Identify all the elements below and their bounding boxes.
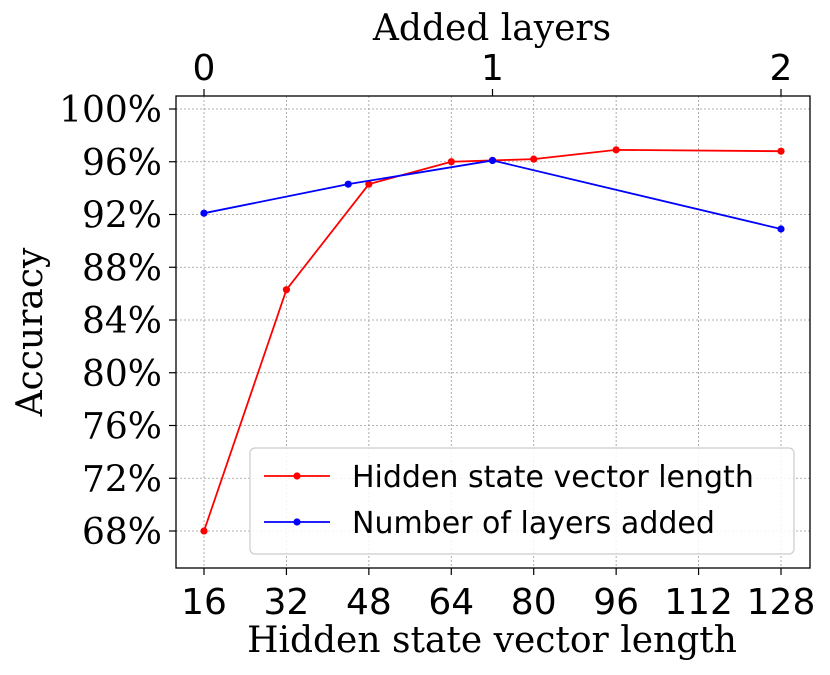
series-2-point [488,156,497,165]
series-1-point [612,146,620,154]
series-2-point [777,225,785,233]
top-x-tick-label: 0 [193,48,216,89]
legend-label: Hidden state vector length [352,460,754,495]
top-axis-label: Added layers [372,8,611,49]
series-2-point [344,180,352,188]
y-tick-label: 92% [82,196,162,237]
y-tick-label: 88% [82,248,162,289]
x-tick-label: 80 [511,582,557,623]
x-tick-label: 16 [181,582,227,623]
y-tick-label: 80% [82,354,162,395]
legend-box [249,447,795,555]
top-x-tick-label: 2 [770,48,793,89]
x-axis-label: Hidden state vector length [247,620,737,661]
series-line-1 [203,148,782,532]
y-tick-label: 72% [82,459,162,500]
y-axis-label: Accuracy [10,247,51,417]
x-tick-label: 64 [428,582,474,623]
y-tick-label: 100% [59,90,162,131]
series-1-point [777,147,785,155]
x-tick-label: 32 [264,582,310,623]
x-tick-label: 96 [593,582,639,623]
top-x-tick-label: 1 [481,48,504,89]
series-1-point [282,286,291,294]
legend-label: Number of layers added [352,506,715,541]
series-1-point [200,527,208,535]
series-layer [200,146,785,535]
legend-swatch-marker [293,518,301,526]
x-tick-label: 128 [747,582,816,623]
series-1-point [530,155,538,163]
y-tick-label: 96% [82,143,162,184]
legend-swatch-marker [293,472,301,480]
series-2-point [200,209,208,217]
y-tick-label: 84% [82,301,162,342]
series-1-point [365,180,373,188]
y-tick-label: 68% [82,512,162,553]
series-line-2 [203,159,782,230]
series-1-point [447,158,455,166]
y-tick-label: 76% [82,407,162,448]
legend: Hidden state vector length Number of laye… [249,447,795,555]
x-tick-label: 112 [664,582,733,623]
x-tick-label: 48 [346,582,392,623]
ticks-layer: 16 32 48 64 80 96 112 128 0 1 2 68% 72% 76% 80% 84% 88% 9… [59,48,815,623]
